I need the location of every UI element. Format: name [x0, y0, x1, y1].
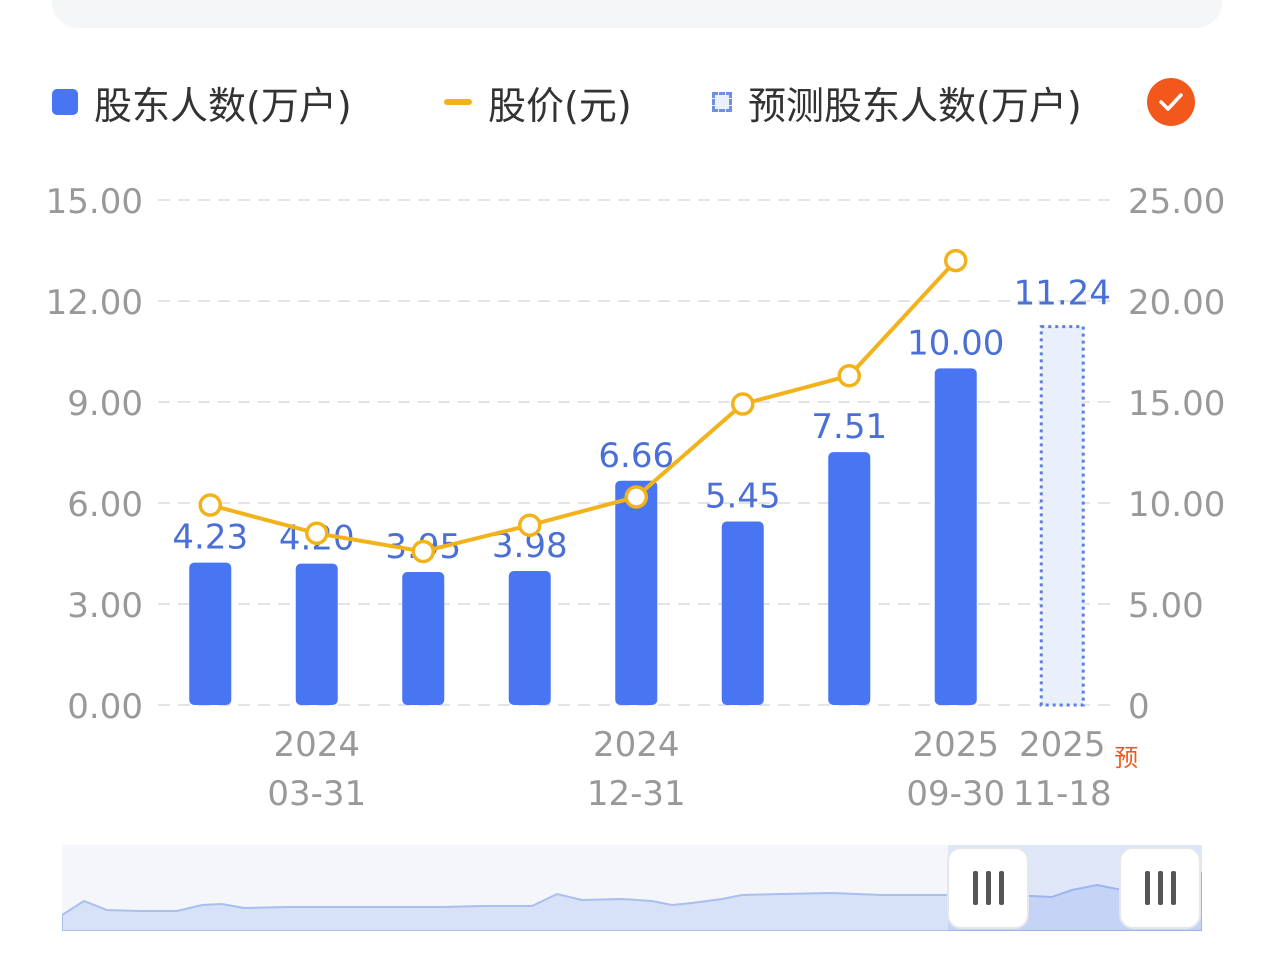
- price-point: [837, 363, 861, 388]
- data-zoom-brush[interactable]: [61, 845, 1203, 932]
- holders-bar: [721, 521, 764, 705]
- holders-bar-label: 6.66: [598, 436, 674, 476]
- legend-forecast-label: 预测股东人数(万户): [748, 83, 1082, 128]
- brush-handle-right[interactable]: [1119, 847, 1201, 929]
- legend: 股东人数(万户) 股价(元) 预测股东人数(万户): [0, 70, 1272, 134]
- legend-bar-swatch: [52, 89, 78, 115]
- x-tick-year: 2024: [273, 725, 360, 765]
- grip-icon: [972, 871, 1004, 905]
- holders-bar: [402, 572, 445, 705]
- holders-bar-label: 7.51: [811, 407, 887, 447]
- legend-forecast[interactable]: 预测股东人数(万户): [712, 70, 1082, 134]
- legend-holders-label: 股东人数(万户): [94, 83, 352, 128]
- check-toggle-button[interactable]: [1147, 78, 1195, 126]
- y-left-tick-label: 9.00: [67, 384, 143, 424]
- shareholder-chart: 0.00 0 3.00 5.00 6.00 10.00 9.00 15.00 12.00 20.0…: [46, 182, 1226, 814]
- price-point: [518, 513, 542, 537]
- price-point: [624, 485, 648, 509]
- y-left-tick-label: 6.00: [67, 485, 143, 525]
- forecast-tag: 预: [1114, 744, 1138, 772]
- x-tick-date: 11-18: [1013, 774, 1112, 814]
- holders-bar: [295, 563, 338, 705]
- legend-price[interactable]: 股价(元): [444, 70, 632, 134]
- y-left-tick-label: 15.00: [46, 182, 143, 222]
- holders-bar-label: 5.45: [705, 477, 781, 517]
- y-right-tick-label: 10.00: [1128, 485, 1225, 525]
- price-point: [198, 493, 222, 517]
- brush-handle-left[interactable]: [947, 847, 1029, 929]
- y-right-tick-label: 20.00: [1128, 283, 1225, 323]
- legend-forecast-swatch: [712, 92, 732, 112]
- legend-holders[interactable]: 股东人数(万户): [52, 70, 352, 134]
- x-tick-year: 2025: [912, 725, 999, 765]
- y-right-tick-label: 25.00: [1128, 182, 1225, 222]
- top-card: [52, 0, 1222, 28]
- x-tick-year: 2024: [593, 725, 680, 765]
- price-point: [305, 521, 329, 546]
- holders-bar: [934, 368, 977, 705]
- price-point: [944, 248, 968, 273]
- forecast-bar-label: 11.24: [1014, 274, 1111, 314]
- holders-bar: [189, 562, 232, 705]
- holders-bar: [615, 480, 658, 705]
- holders-bar-label: 4.23: [172, 518, 248, 558]
- legend-line-swatch: [444, 99, 472, 105]
- x-tick-date: 09-30: [906, 774, 1005, 814]
- check-icon: [1159, 93, 1183, 111]
- x-tick-year: 2025: [1019, 725, 1106, 765]
- holders-bar: [828, 452, 871, 705]
- brush-area-preview: [61, 871, 1203, 932]
- y-right-tick-label: 15.00: [1128, 384, 1225, 424]
- y-left-tick-label: 12.00: [46, 283, 143, 323]
- y-right-tick-label: 5.00: [1128, 586, 1204, 626]
- price-point: [731, 392, 755, 416]
- grip-icon: [1144, 871, 1176, 905]
- y-left-tick-label: 3.00: [67, 586, 143, 626]
- x-tick-date: 12-31: [587, 774, 686, 814]
- price-line: [209, 259, 958, 554]
- legend-price-label: 股价(元): [488, 83, 632, 128]
- x-tick-date: 03-31: [267, 774, 366, 814]
- holders-bar: [508, 571, 551, 705]
- y-left-tick-label: 0.00: [67, 687, 143, 727]
- holders-bar-label: 10.00: [907, 323, 1004, 363]
- forecast-bar: [1039, 325, 1085, 707]
- price-point: [411, 539, 435, 564]
- y-right-tick-label: 0: [1128, 687, 1150, 727]
